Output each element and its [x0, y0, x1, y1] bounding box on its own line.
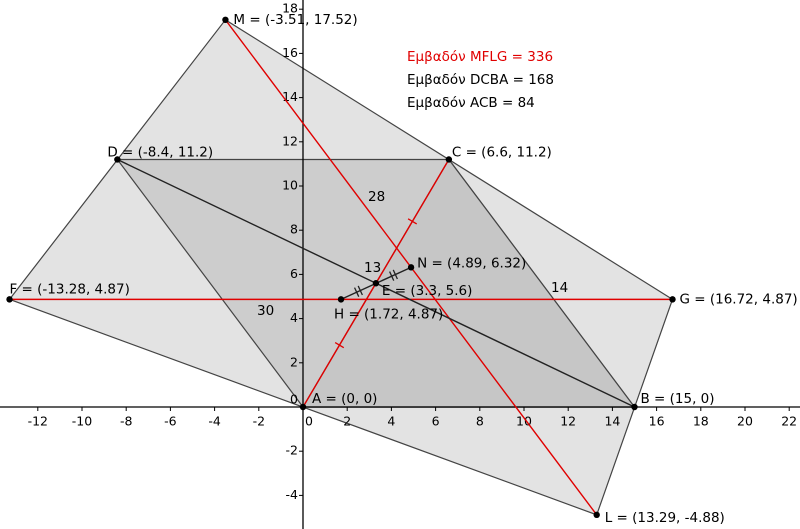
x-tick-label: 6 — [432, 414, 440, 429]
point — [445, 156, 453, 163]
area-text: Εμβαδόν ACB = 84 — [407, 95, 535, 111]
x-tick-label: 10 — [516, 414, 532, 429]
x-tick-label: -12 — [28, 414, 48, 429]
x-tick-label: 0 — [305, 414, 313, 429]
x-tick-label: 2 — [343, 414, 351, 429]
x-tick-label: 22 — [781, 414, 797, 429]
point-label: D = (-8.4, 11.2) — [107, 144, 213, 160]
x-tick-label: -2 — [253, 414, 265, 429]
point — [337, 296, 345, 303]
y-tick-label: 2 — [290, 354, 298, 369]
x-tick-label: 8 — [476, 414, 484, 429]
labels: 28 13 30 14 Εμβαδόν MFLG = 336 Εμβαδόν D… — [6, 12, 798, 526]
equal-tick — [407, 218, 418, 225]
x-tick-label: -10 — [72, 414, 92, 429]
length-label: 28 — [368, 189, 385, 205]
point-label: M = (-3.51, 17.52) — [233, 12, 357, 28]
y-tick-label: 14 — [282, 89, 298, 104]
point-label: A = (0, 0) — [312, 391, 377, 407]
y-tick-label: 8 — [290, 222, 298, 237]
point-label: E = (3.3, 5.6) — [382, 283, 472, 299]
y-tick-label: 4 — [290, 310, 298, 325]
point — [407, 264, 415, 271]
x-tick-label: -6 — [164, 414, 177, 429]
point — [593, 511, 600, 519]
point-label: B = (15, 0) — [641, 391, 715, 407]
x-tick-label: 12 — [560, 414, 576, 429]
y-tick-label: 16 — [282, 45, 298, 60]
length-label: 14 — [551, 280, 568, 296]
equal-tick — [353, 287, 360, 297]
point — [669, 296, 676, 303]
x-tick-label: 4 — [387, 414, 395, 429]
y-tick-label: -2 — [286, 443, 298, 458]
y-tick-label: -4 — [286, 487, 299, 502]
equal-tick — [357, 285, 363, 296]
point — [114, 156, 121, 163]
area-text: Εμβαδόν MFLG = 336 — [407, 49, 553, 65]
point — [372, 280, 380, 287]
length-label: 13 — [364, 260, 381, 276]
point-label: G = (16.72, 4.87) — [680, 291, 798, 307]
y-tick-label: 6 — [290, 266, 298, 281]
point — [6, 296, 13, 303]
shapes — [8, 19, 674, 516]
equal-tick — [389, 271, 395, 281]
length-label: 30 — [257, 303, 274, 319]
x-tick-label: 20 — [737, 414, 753, 429]
point-label: F = (-13.28, 4.87) — [10, 281, 130, 297]
point-label: L = (13.29, -4.88) — [605, 510, 725, 526]
point-label: N = (4.89, 6.32) — [417, 255, 526, 271]
point-label: H = (1.72, 4.87) — [334, 306, 443, 322]
y-tick-label: 12 — [282, 133, 298, 148]
x-tick-label: -8 — [120, 414, 133, 429]
y-tick-label: 0 — [290, 392, 298, 407]
x-tick-label: 16 — [649, 414, 665, 429]
area-text: Εμβαδόν DCBA = 168 — [407, 72, 554, 88]
x-tick-label: 14 — [604, 414, 620, 429]
equal-tick — [334, 342, 345, 349]
point — [299, 403, 307, 411]
y-tick-label: 10 — [282, 178, 298, 193]
equal-tick — [392, 269, 398, 280]
point — [222, 16, 229, 24]
y-tick-label: 18 — [282, 1, 298, 16]
x-tick-label: -4 — [208, 414, 221, 429]
x-tick-label: 18 — [693, 414, 709, 429]
point — [631, 403, 638, 411]
point-label: C = (6.6, 11.2) — [452, 144, 552, 160]
